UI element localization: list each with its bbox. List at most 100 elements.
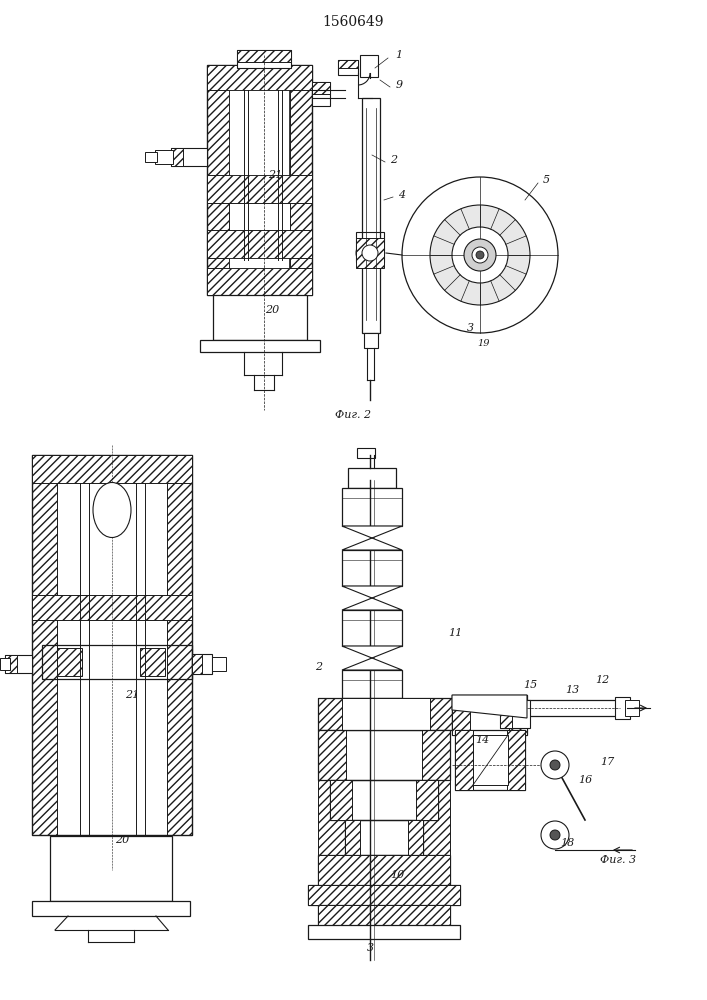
Bar [192,654,212,674]
Circle shape [472,247,488,263]
Bar [212,657,226,671]
Bar [342,488,402,526]
Bar [290,65,312,295]
Bar [145,152,157,162]
Bar [452,698,482,730]
Bar [342,550,402,586]
Text: 4: 4 [398,190,405,200]
Text: 20: 20 [115,835,129,845]
Bar [308,925,460,939]
Text: 3: 3 [366,943,373,953]
Bar [207,65,229,295]
Bar [348,468,396,488]
Bar [312,82,330,94]
Bar [312,82,330,106]
Text: 13: 13 [565,685,579,695]
Bar [422,730,450,860]
Bar [167,455,192,835]
Bar [5,655,17,673]
Circle shape [452,227,508,283]
Bar [207,175,312,203]
Bar [213,295,307,340]
Bar [32,455,192,483]
Bar [207,268,312,295]
Bar [416,780,438,820]
Bar [338,60,358,75]
Bar [207,65,312,295]
Bar [330,780,352,820]
Bar [342,698,430,730]
Text: 2: 2 [315,662,322,672]
Bar [229,90,289,175]
Text: 18: 18 [560,838,574,848]
Text: 1: 1 [395,50,402,60]
Text: 19: 19 [477,338,489,348]
Bar [237,50,291,68]
Text: 3: 3 [467,323,474,333]
Bar [0,658,10,670]
Text: 5: 5 [543,175,550,185]
Circle shape [356,239,384,267]
Bar [318,855,450,885]
Bar [308,885,460,905]
Bar [356,232,384,262]
Circle shape [464,239,496,271]
Text: Фиг. 2: Фиг. 2 [335,410,371,420]
Bar [318,855,450,885]
Polygon shape [342,526,402,550]
Bar [356,238,384,268]
Bar [318,730,346,860]
Bar [171,148,183,166]
Text: 20: 20 [265,305,279,315]
Bar [408,820,423,855]
Bar [345,820,360,855]
Polygon shape [452,695,527,718]
Bar [400,698,452,730]
Circle shape [550,760,560,770]
Circle shape [541,751,569,779]
Text: 11: 11 [448,628,462,638]
Text: 12: 12 [595,675,609,685]
Text: 16: 16 [578,775,592,785]
Circle shape [476,251,484,259]
Bar [473,735,508,785]
Bar [32,901,190,916]
Bar [5,655,32,673]
Bar [452,695,527,735]
Ellipse shape [93,483,131,538]
Circle shape [402,177,558,333]
Bar [192,654,202,674]
Bar [615,697,630,719]
Bar [57,648,82,676]
Bar [237,50,291,62]
Bar [318,698,452,730]
Bar [42,645,192,679]
Bar [463,238,497,272]
Circle shape [550,830,560,840]
Bar [345,820,423,855]
Text: 15: 15 [523,680,537,690]
Bar [318,905,450,925]
Polygon shape [342,586,402,610]
Bar [342,670,402,698]
Bar [318,905,450,925]
Circle shape [362,245,378,261]
Text: 1560649: 1560649 [322,15,384,29]
Bar [455,730,525,790]
Text: 2: 2 [390,155,397,165]
Bar [140,648,165,676]
Bar [507,730,525,790]
Bar [500,700,530,728]
Circle shape [541,821,569,849]
Bar [171,148,207,166]
Text: 17: 17 [600,757,614,767]
Bar [360,55,378,77]
Text: 9: 9 [396,80,403,90]
Bar [207,65,312,90]
Text: 21: 21 [268,170,282,180]
Circle shape [430,205,530,305]
Bar [155,150,173,164]
Bar [318,698,370,730]
Bar [458,233,502,277]
Bar [527,700,627,716]
